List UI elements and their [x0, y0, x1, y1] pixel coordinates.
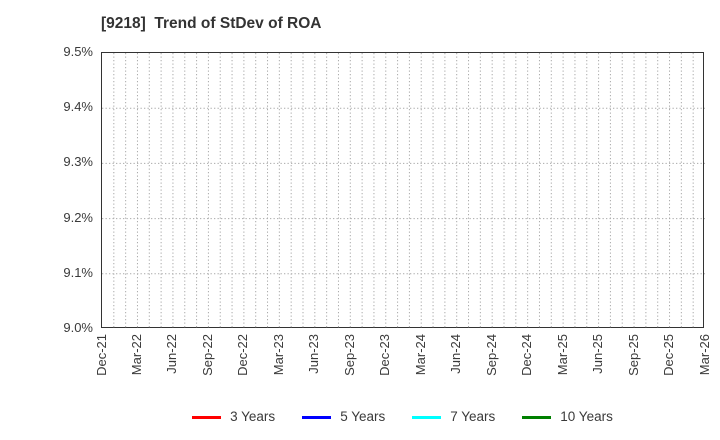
legend-item-5-years: 5 Years: [302, 409, 385, 425]
y-tick-label: 9.4%: [63, 99, 93, 115]
x-tick-label: Dec-22: [235, 334, 251, 376]
x-tick-label: Jun-22: [164, 334, 180, 374]
legend-line-swatch: [192, 415, 222, 419]
x-tick-label: Jun-24: [448, 334, 464, 374]
legend-label: 5 Years: [340, 409, 386, 424]
legend: 3 Years 5 Years 7 Years 10 Years: [101, 403, 704, 431]
x-tick-label: Sep-25: [625, 334, 641, 376]
x-tick-label: Mar-24: [412, 334, 428, 376]
y-tick-label: 9.5%: [63, 44, 93, 59]
y-tick-label: 9.2%: [63, 209, 93, 225]
y-tick-label: 9.3%: [63, 154, 93, 170]
x-tick-label: Mar-25: [554, 334, 570, 376]
x-tick-label: Mar-26: [696, 334, 712, 376]
x-tick-label: Dec-25: [661, 334, 677, 376]
x-tick-label: Sep-24: [483, 334, 499, 376]
legend-label: 3 Years: [230, 409, 276, 424]
x-tick-label: Jun-25: [590, 334, 606, 374]
x-tick-label: Mar-23: [270, 334, 286, 376]
x-tick-label: Sep-22: [199, 334, 215, 376]
x-tick-label: Dec-23: [377, 334, 393, 376]
x-tick-label: Dec-24: [519, 334, 535, 376]
x-tick-label: Jun-23: [306, 334, 322, 374]
x-tick-label: Mar-22: [128, 334, 144, 376]
legend-label: 7 Years: [450, 409, 496, 424]
legend-line-swatch: [412, 415, 442, 419]
legend-item-10-years: 10 Years: [522, 409, 613, 425]
legend-item-7-years: 7 Years: [412, 409, 495, 425]
chart-title: [9218] Trend of StDev of ROA: [101, 15, 322, 32]
legend-item-3-years: 3 Years: [192, 409, 275, 425]
legend-label: 10 Years: [560, 409, 613, 424]
y-tick-label: 9.1%: [63, 264, 93, 280]
gridlines: [102, 53, 705, 329]
legend-line-swatch: [302, 415, 332, 419]
y-tick-label: 9.0%: [63, 320, 93, 335]
x-tick-label: Dec-21: [93, 334, 109, 376]
plot-area: [101, 52, 705, 329]
legend-line-swatch: [522, 415, 552, 419]
x-tick-label: Sep-23: [341, 334, 357, 376]
